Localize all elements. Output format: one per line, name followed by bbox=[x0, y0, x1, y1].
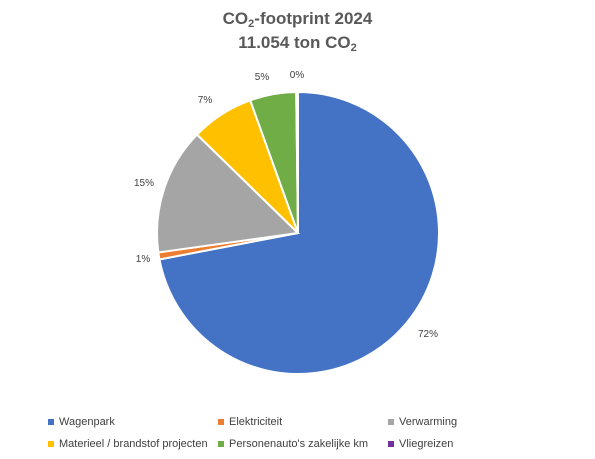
legend-label-verwarming: Verwarming bbox=[399, 416, 458, 428]
pie-slice-verwarming bbox=[156, 133, 301, 254]
legend-label-vliegreizen: Vliegreizen bbox=[399, 438, 454, 450]
legend-swatch-elektriciteit bbox=[218, 419, 224, 425]
legend-label-elektriciteit: Elektriciteit bbox=[229, 416, 283, 428]
legend-item-wagenpark: Wagenpark bbox=[48, 416, 115, 428]
data-label-wagenpark: 72% bbox=[418, 329, 438, 340]
legend-label-wagenpark: Wagenpark bbox=[59, 416, 115, 428]
pie-slice-vliegreizen bbox=[295, 90, 299, 234]
legend-item-verwarming: Verwarming bbox=[388, 416, 457, 428]
legend-item-materieel: Materieel / brandstof projecten bbox=[48, 438, 208, 450]
data-label-materieel: 7% bbox=[198, 95, 213, 106]
chart-subtitle: 11.054 ton CO2 bbox=[238, 33, 357, 54]
legend-label-materieel: Materieel / brandstof projecten bbox=[59, 438, 208, 450]
legend-label-personenautos: Personenauto's zakelijke km bbox=[229, 438, 369, 450]
chart-title: CO2-footprint 2024 bbox=[222, 9, 373, 30]
legend-swatch-vliegreizen bbox=[388, 441, 394, 447]
data-label-verwarming: 15% bbox=[134, 178, 154, 189]
legend-swatch-wagenpark bbox=[48, 419, 54, 425]
legend-swatch-personenautos bbox=[218, 441, 224, 447]
legend-item-personenautos: Personenauto's zakelijke km bbox=[218, 438, 368, 450]
data-label-vliegreizen: 0% bbox=[290, 70, 305, 81]
legend-item-elektriciteit: Elektriciteit bbox=[218, 416, 282, 428]
legend-swatch-verwarming bbox=[388, 419, 394, 425]
data-label-personenautos: 5% bbox=[255, 72, 270, 83]
data-label-elektriciteit: 1% bbox=[136, 254, 151, 265]
legend-swatch-materieel bbox=[48, 441, 54, 447]
legend-item-vliegreizen: Vliegreizen bbox=[388, 438, 453, 450]
